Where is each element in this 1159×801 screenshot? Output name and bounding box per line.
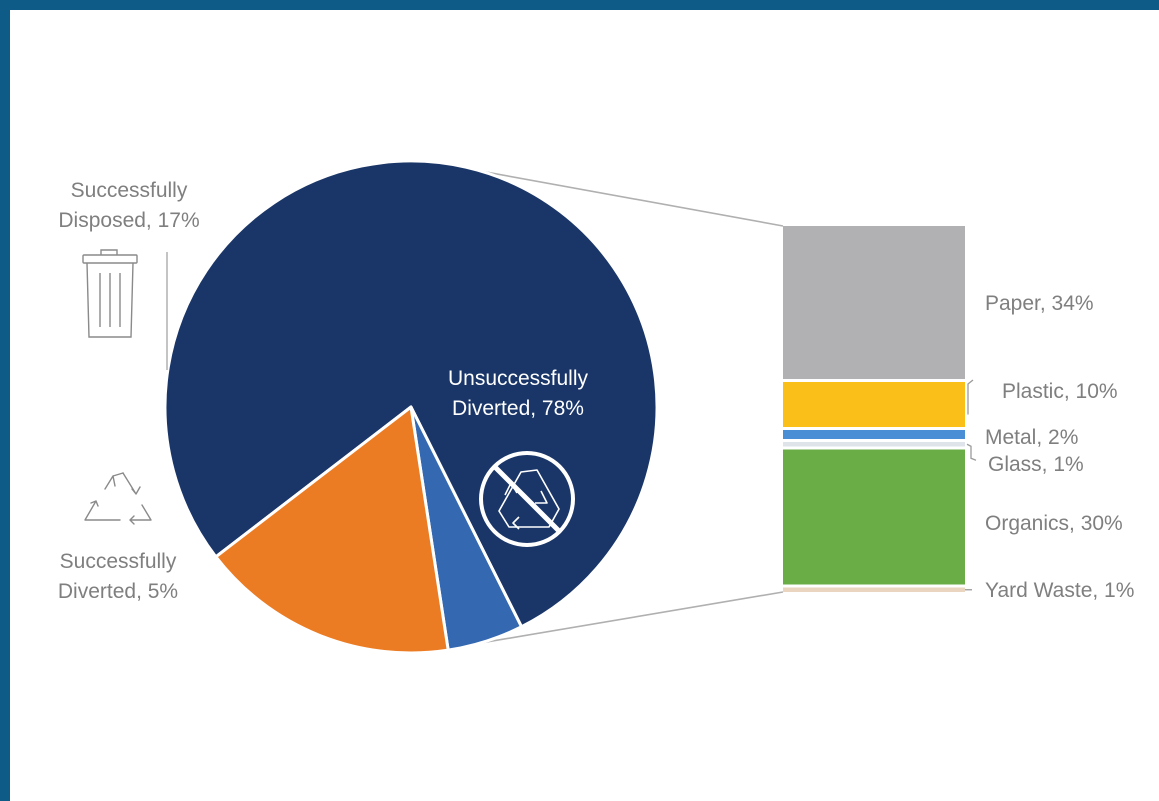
bar-label-metal: Metal, 2% [985, 426, 1078, 449]
bar-segment-plastic [783, 382, 965, 427]
bar-segment-glass [783, 442, 965, 447]
connector-lines [476, 169, 784, 645]
stacked-bar [783, 226, 965, 592]
bar-label-paper: Paper, 34% [985, 292, 1094, 315]
leader-line-plastic [967, 379, 974, 415]
trash-can-icon [82, 249, 138, 338]
pie-label-successfully-diverted: Successfully Diverted, 5% [58, 550, 178, 603]
bar-label-glass: Glass, 1% [988, 453, 1084, 476]
bar-segment-paper [783, 226, 965, 379]
connector-line-bottom [476, 591, 784, 645]
no-recycling-icon [479, 451, 575, 547]
bar-segment-metal [783, 430, 965, 439]
pie-slice-unsuccessfully-diverted [163, 159, 659, 629]
pie-label-successfully-disposed: Successfully Disposed, 17% [58, 179, 199, 232]
bar-segment-organics [783, 449, 965, 585]
bar-segment-yard-waste [783, 587, 965, 592]
connector-line-top [476, 169, 784, 227]
waste-composition-chart: Paper, 34% Plastic, 10% Metal, 2% Glass, 1%… [58, 159, 1135, 655]
pie-chart [163, 159, 659, 655]
bar-label-organics: Organics, 30% [985, 512, 1123, 535]
pie-slice-successfully-disposed [214, 405, 450, 655]
leader-line-glass [966, 443, 977, 461]
labels: Paper, 34% Plastic, 10% Metal, 2% Glass, 1%… [58, 179, 1135, 603]
icons [82, 249, 575, 547]
bar-label-plastic: Plastic, 10% [1002, 380, 1118, 403]
bar-label-yard-waste: Yard Waste, 1% [985, 579, 1134, 602]
pie-label-unsuccessfully-diverted: Unsuccessfully Diverted, 78% [448, 367, 589, 420]
chart-frame: Paper, 34% Plastic, 10% Metal, 2% Glass, 1%… [10, 10, 1159, 801]
recycle-icon [84, 472, 152, 525]
